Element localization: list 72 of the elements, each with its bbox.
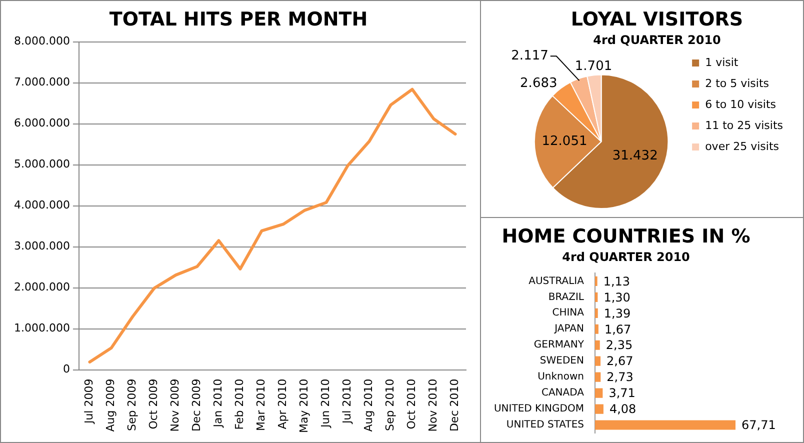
data-label: 12.051	[542, 134, 588, 150]
x-tick-label: Dec 2010	[448, 378, 462, 432]
bar	[594, 356, 601, 366]
bar	[594, 420, 736, 430]
data-label: 2,73	[606, 370, 634, 384]
x-tick-label: Jul 2010	[340, 378, 354, 425]
y-tick-label: GERMANY	[534, 340, 585, 351]
chart-title: HOME COUNTRIES IN %	[502, 225, 750, 248]
x-tick-label: Apr 2010	[276, 378, 290, 430]
data-label: 1,39	[604, 306, 631, 320]
data-label: 31.432	[612, 148, 658, 164]
y-tick-label: UNITED STATES	[506, 420, 584, 431]
y-tick-label: 6.000.000	[14, 116, 70, 130]
x-tick-label: Feb 2010	[233, 378, 246, 430]
bar	[594, 276, 598, 286]
data-label: 2,35	[606, 338, 633, 352]
legend-label: 2 to 5 visits	[705, 76, 770, 90]
x-tick-label: Mar 2010	[254, 378, 268, 432]
legend-label: 11 to 25 visits	[705, 118, 784, 132]
bar	[594, 372, 601, 382]
y-tick-label: UNITED KINGDOM	[494, 404, 584, 415]
y-tick-label: 5.000.000	[14, 158, 70, 171]
data-label: 1.701	[574, 58, 612, 74]
bar	[594, 404, 604, 414]
x-tick-label: May 2010	[298, 378, 311, 433]
y-tick-label: AUSTRALIA	[528, 276, 584, 287]
data-label: 4,08	[609, 402, 636, 416]
y-tick-label: 4.000.000	[14, 198, 70, 212]
x-tick-label: Jan 2010	[212, 378, 225, 428]
data-label: 1,13	[603, 274, 630, 288]
data-label: 2.117	[511, 48, 548, 64]
legend-label: 1 visit	[705, 56, 739, 69]
y-tick-label: CANADA	[541, 388, 584, 399]
y-tick-label: 1.000.000	[14, 322, 70, 335]
y-tick-label: Unknown	[538, 372, 584, 383]
x-tick-label: Dec 2009	[190, 378, 204, 432]
x-tick-label: Oct 2010	[405, 378, 418, 430]
y-tick-label: SWEDEN	[540, 356, 584, 367]
x-tick-label: Oct 2009	[147, 378, 160, 430]
x-tick-label: Jun 2010	[319, 378, 332, 428]
data-label: 2.683	[520, 76, 558, 91]
y-tick-label: JAPAN	[554, 324, 584, 335]
y-tick-label: 3.000.000	[14, 240, 70, 253]
y-tick-label: BRAZIL	[548, 292, 584, 303]
x-tick-label: Jul 2009	[82, 378, 96, 425]
legend-label: 6 to 10 visits	[705, 98, 776, 111]
y-tick-label: 8.000.000	[14, 34, 70, 48]
y-tick-label: CHINA	[552, 308, 584, 319]
chart-title: TOTAL HITS PER MONTH	[109, 8, 368, 30]
chart-title: LOYAL VISITORS	[570, 8, 744, 30]
y-tick-label: 7.000.000	[14, 76, 70, 89]
data-label: 1,67	[604, 322, 632, 336]
bar	[594, 292, 598, 302]
bar	[594, 308, 598, 318]
x-tick-label: Sep 2010	[384, 378, 397, 431]
chart-subtitle: 4rd QUARTER 2010	[593, 33, 721, 48]
x-tick-label: Nov 2009	[168, 378, 182, 432]
x-tick-label: Aug 2010	[362, 378, 376, 432]
x-tick-label: Aug 2009	[104, 378, 118, 432]
data-label: 3,71	[608, 386, 636, 400]
x-tick-label: Sep 2009	[126, 378, 139, 431]
data-label: 67,71	[741, 418, 776, 432]
x-tick-label: Nov 2010	[426, 378, 440, 432]
data-label: 2,67	[606, 354, 634, 368]
bar	[594, 388, 603, 398]
y-tick-label: 2.000.000	[14, 280, 70, 294]
data-label: 1,30	[604, 290, 630, 304]
chart-subtitle: 4rd QUARTER 2010	[562, 250, 690, 264]
y-tick-label: 0	[62, 362, 70, 376]
legend-label: over 25 visits	[705, 140, 780, 153]
bar	[594, 324, 598, 334]
bar	[594, 340, 600, 350]
